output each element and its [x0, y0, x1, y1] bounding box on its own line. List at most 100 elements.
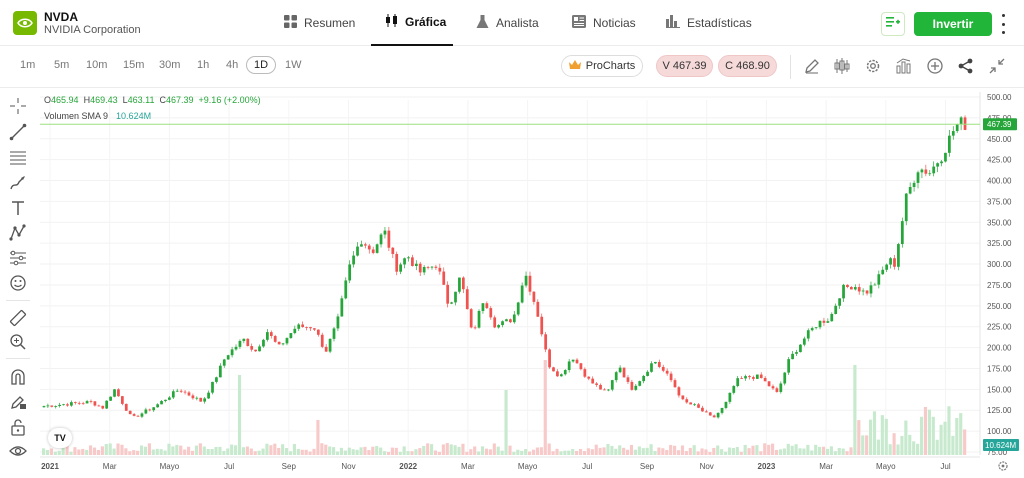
invest-button[interactable]: Invertir [914, 12, 992, 36]
volume-bar [202, 446, 206, 455]
volume-bar [124, 448, 128, 455]
tab-analista[interactable]: Analista [462, 0, 554, 46]
watchlist-button[interactable] [881, 12, 905, 36]
volume-bar [939, 424, 943, 455]
tab-estadisticas[interactable]: Estadísticas [652, 0, 762, 46]
candle-body [744, 376, 747, 379]
candle-body [124, 403, 128, 411]
candle-body [830, 313, 834, 322]
close-value: 467.39 [166, 95, 194, 105]
candle-body [759, 374, 763, 379]
candle-body [912, 182, 916, 187]
volume-bar [904, 420, 908, 455]
candle-body [552, 367, 555, 372]
price-tick-label: 225.00 [987, 323, 1012, 332]
volume-bar [234, 445, 238, 455]
candle-body [187, 392, 191, 396]
procharts-button[interactable]: ProCharts [561, 55, 643, 77]
magnet-icon[interactable] [9, 368, 27, 386]
candle-body [846, 284, 849, 288]
time-tick-label: Jul [582, 462, 592, 471]
timeframe-15m[interactable]: 15m [123, 59, 145, 71]
volume-bar [320, 443, 324, 455]
timeframe-30m[interactable]: 30m [159, 59, 181, 71]
volume-bar [92, 447, 97, 455]
more-options-icon[interactable] [998, 14, 1008, 34]
volume-bar [214, 446, 218, 455]
collapse-icon[interactable] [988, 57, 1006, 75]
candle-body [951, 131, 955, 136]
pattern-tool-icon[interactable] [9, 224, 27, 242]
lock-icon[interactable] [9, 418, 27, 436]
tab-resumen[interactable]: Resumen [270, 0, 366, 46]
buy-price-button[interactable]: C 468.90 [718, 55, 777, 77]
candle-body [70, 402, 73, 406]
candle-body [853, 287, 857, 290]
timeframe-4h[interactable]: 4h [226, 59, 239, 71]
gear-icon[interactable] [864, 57, 882, 75]
candle-body [489, 308, 493, 318]
candle-body [646, 371, 649, 376]
lock-drawings-icon[interactable] [9, 393, 27, 411]
zoom-in-icon[interactable] [9, 333, 27, 351]
sell-price-button[interactable]: V 467.39 [656, 55, 713, 77]
smiley-icon[interactable] [9, 274, 27, 292]
volume-bar [430, 444, 434, 455]
fib-lines-icon[interactable] [9, 148, 27, 166]
volume-bar [896, 444, 900, 455]
candle-body [693, 404, 696, 406]
tab-noticias[interactable]: Noticias [558, 0, 650, 46]
eye-icon[interactable] [9, 442, 27, 460]
pencil-icon[interactable] [803, 57, 821, 75]
volume-bar [555, 448, 559, 455]
price-tick-label: 175.00 [987, 364, 1012, 373]
ruler-icon[interactable] [9, 309, 27, 327]
candle-body [454, 291, 457, 303]
timeframe-1d[interactable]: 1D [246, 56, 277, 74]
volume-bar [790, 445, 794, 455]
tab-noticias-label: Noticias [593, 16, 636, 30]
volume-bar [708, 451, 712, 455]
timeframe-1h[interactable]: 1h [197, 59, 210, 71]
time-tick-label: 2021 [41, 462, 59, 471]
candle-body [712, 415, 716, 418]
candle-body [328, 338, 332, 352]
timeframe-5m[interactable]: 5m [54, 59, 70, 71]
volume-bar [461, 443, 465, 455]
text-tool-icon[interactable] [9, 199, 27, 217]
brush-icon[interactable] [9, 174, 27, 192]
timeframe-1w[interactable]: 1W [285, 59, 302, 71]
volume-bar [328, 446, 332, 455]
candle-body [218, 365, 222, 378]
volume-bar [281, 444, 285, 455]
volume-bar [582, 451, 587, 455]
trend-line-icon[interactable] [9, 123, 27, 141]
price-tick-label: 300.00 [987, 260, 1012, 269]
volume-bar [277, 447, 281, 455]
indicators-icon[interactable] [895, 57, 913, 75]
candle-body [579, 363, 583, 370]
candle-body [548, 349, 551, 368]
measure-tool-icon[interactable] [9, 249, 27, 267]
candle-body [73, 402, 77, 403]
timeframe-10m[interactable]: 10m [86, 59, 108, 71]
volume-bar [136, 450, 140, 455]
add-circle-icon[interactable] [926, 57, 944, 75]
tradingview-logo[interactable]: TV [48, 428, 72, 448]
candles-icon [385, 14, 398, 30]
candle-body [211, 381, 214, 393]
volume-bar [649, 444, 653, 455]
volume-bar [285, 448, 289, 455]
tab-grafica[interactable]: Gráfica [371, 0, 453, 46]
candle-body [168, 397, 171, 400]
volume-bar [453, 445, 457, 455]
candle-body [583, 369, 587, 377]
share-icon[interactable] [957, 57, 975, 75]
volume-bar [559, 451, 563, 455]
volume-bar [273, 443, 277, 455]
crosshair-icon[interactable] [9, 97, 27, 115]
timeframe-1m[interactable]: 1m [20, 59, 36, 71]
candle-body [606, 389, 610, 391]
candlestick-type-icon[interactable] [833, 57, 851, 75]
